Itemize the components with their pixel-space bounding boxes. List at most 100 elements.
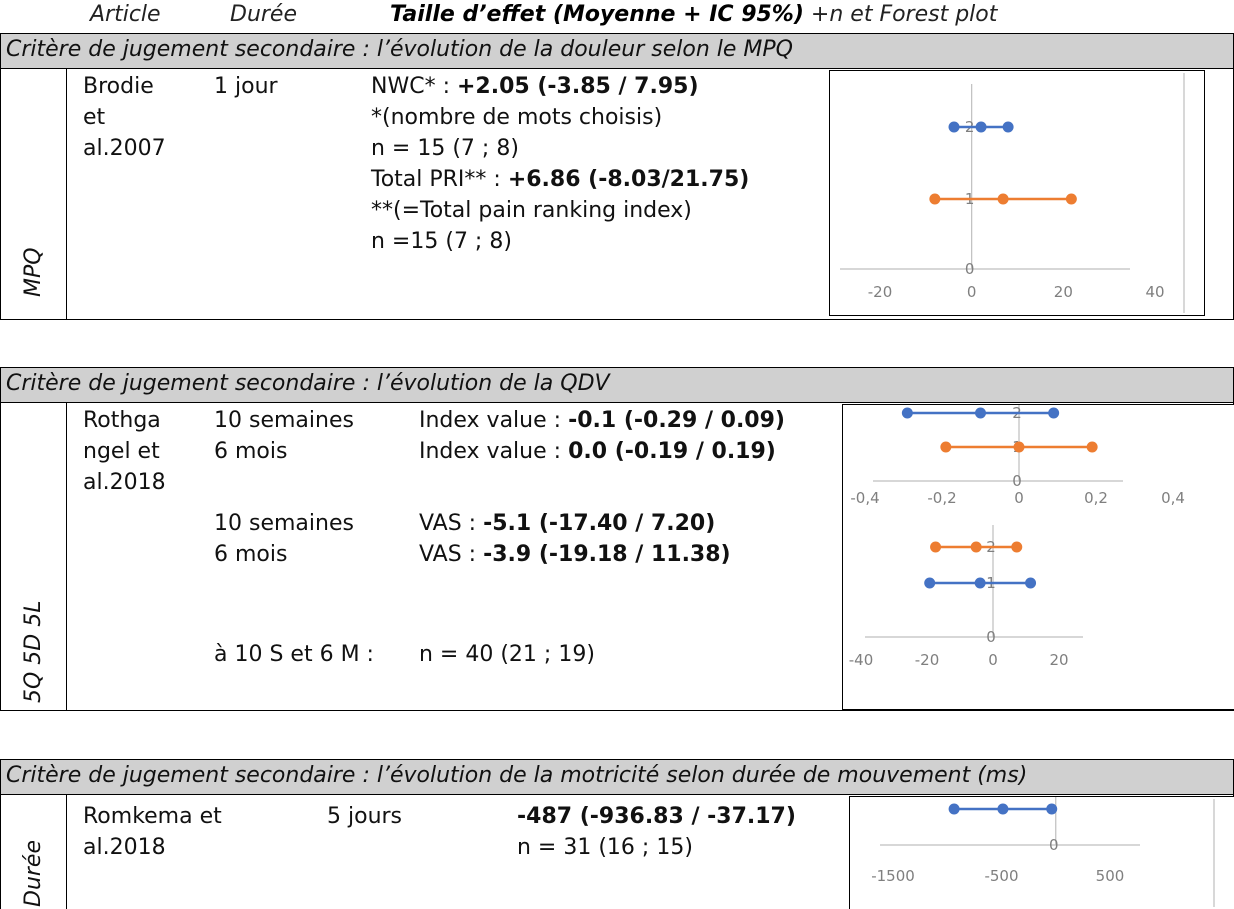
article-line: al.2018 [83, 835, 166, 860]
article-line: al.2018 [83, 470, 166, 495]
effect-prefix: Index value : [419, 408, 569, 433]
ci-bound-point [901, 407, 913, 419]
ci-bound-point [1025, 577, 1037, 589]
x-tick-label: 0 [1014, 489, 1024, 507]
forest-plot-duree: 0 -1500 -500 500 [849, 796, 1234, 909]
x-tick-label: 0 [967, 283, 977, 301]
ci-bound-point [1065, 193, 1077, 205]
side-label-mpq: MPQ [21, 247, 46, 297]
x-tick-label: -20 [868, 283, 893, 301]
forest-plot-svg: 0 -1500 -500 500 [871, 797, 1215, 907]
y-tick-label: 0 [1012, 472, 1022, 490]
x-tick-label: 0,4 [1161, 489, 1185, 507]
effect-prefix: Index value : [419, 439, 569, 464]
header-taille-label: Taille d’effet (Moyenne + IC 95%) [390, 2, 804, 27]
x-tick-label: 40 [1145, 283, 1164, 301]
article-line: Romkema et [83, 804, 222, 829]
column-divider [66, 403, 67, 710]
duree-text: 10 semaines [214, 408, 354, 433]
x-tick-label: 0,2 [1084, 489, 1108, 507]
effect-prefix: Total PRI** : [371, 167, 508, 192]
point-estimate [997, 193, 1009, 205]
effect-line-nwc: NWC* : +2.05 (-3.85 / 7.95) [371, 71, 699, 102]
effect-value: +6.86 (-8.03/21.75) [507, 167, 750, 192]
article-line: Brodie [83, 74, 154, 99]
effect-value: 0.0 (-0.19 / 0.19) [568, 439, 776, 464]
point-estimate [1013, 441, 1025, 453]
x-tick-label: -0,4 [850, 489, 879, 507]
article-line: ngel et [83, 439, 160, 464]
header-extra-label: +n et Forest plot [810, 2, 998, 27]
n-value: n = 40 (21 ; 19) [419, 642, 595, 667]
effect-n: n = 31 (16 ; 15) [517, 835, 693, 860]
header-article: Article [90, 2, 161, 27]
effect-prefix: VAS : [419, 542, 484, 567]
article-line: et [83, 105, 106, 130]
forest-plot-index-value: 012-0,4-0,200,20,4 [843, 404, 1223, 521]
qdv-plots-frame [842, 404, 1234, 710]
effect-value: -487 (-936.83 / -37.17) [517, 804, 796, 829]
ci-bound-point [948, 803, 960, 815]
y-tick-label: 0 [986, 628, 996, 646]
ci-bound-point [929, 193, 941, 205]
effect-value: -5.1 (-17.40 / 7.20) [483, 511, 716, 536]
effect-value: +2.05 (-3.85 / 7.95) [456, 74, 699, 99]
y-tick-label: 0 [1049, 836, 1059, 854]
effect-line-pri: Total PRI** : +6.86 (-8.03/21.75) [371, 164, 749, 195]
effect-n: n = 15 (7 ; 8) [371, 136, 519, 161]
duree-text: 6 mois [214, 439, 288, 464]
point-estimate [975, 121, 987, 133]
forest-plot-svg: 012-0,4-0,200,20,4 [850, 404, 1185, 507]
x-tick-label: 500 [1096, 867, 1125, 885]
effect-value: -3.9 (-19.18 / 11.38) [483, 542, 731, 567]
n-label: à 10 S et 6 M : [214, 642, 374, 667]
duree-text: 5 jours [327, 804, 403, 829]
effect-n: n =15 (7 ; 8) [371, 229, 512, 254]
ci-bound-point [1086, 441, 1098, 453]
x-tick-label: -40 [849, 651, 874, 669]
ci-bound-point [924, 577, 936, 589]
ci-bound-point [1011, 541, 1023, 553]
x-tick-label: 0 [988, 651, 998, 669]
point-estimate [970, 541, 982, 553]
column-divider [66, 795, 67, 909]
section-body-qdv: 5Q 5D 5L Rothga ngel et al.2018 10 semai… [0, 403, 1234, 711]
x-tick-label: -20 [915, 651, 940, 669]
effect-prefix: NWC* : [371, 74, 457, 99]
ci-bound-point [1048, 407, 1060, 419]
effect-line: Index value : 0.0 (-0.19 / 0.19) [419, 436, 776, 467]
ci-bound-point [1046, 803, 1058, 815]
header-duree: Durée [230, 2, 297, 27]
effect-line: VAS : -3.9 (-19.18 / 11.38) [419, 539, 731, 570]
x-tick-label: 20 [1054, 283, 1073, 301]
section-body-mpq: MPQ Brodie et al.2007 1 jour NWC* : +2.0… [0, 69, 1234, 320]
ci-bound-point [940, 441, 952, 453]
point-estimate [974, 577, 986, 589]
effect-value: -0.1 (-0.29 / 0.09) [568, 408, 785, 433]
ci-bound-point [948, 121, 960, 133]
section-title-mpq: Critère de jugement secondaire : l’évolu… [0, 33, 1234, 69]
section-title-qdv: Critère de jugement secondaire : l’évolu… [0, 367, 1234, 403]
ci-bound-point [1002, 121, 1014, 133]
effect-line: Index value : -0.1 (-0.29 / 0.09) [419, 405, 785, 436]
section-title-motricite: Critère de jugement secondaire : l’évolu… [0, 759, 1234, 795]
column-divider [66, 69, 67, 319]
section-body-motricite: Durée Romkema et al.2018 5 jours -487 (-… [0, 795, 1234, 909]
x-tick-label: 20 [1049, 651, 1068, 669]
article-line: al.2007 [83, 136, 166, 161]
side-label-5q5d5l: 5Q 5D 5L [21, 600, 46, 704]
point-estimate [975, 407, 986, 419]
article-line: Rothga [83, 408, 161, 433]
side-label-duree: Durée [21, 840, 46, 907]
effect-prefix: VAS : [419, 511, 484, 536]
duree-text: 6 mois [214, 542, 288, 567]
point-estimate [997, 803, 1009, 815]
effect-note: **(=Total pain ranking index) [371, 198, 692, 223]
ci-bound-point [930, 541, 942, 553]
x-tick-label: -500 [984, 867, 1018, 885]
duree-text: 1 jour [214, 74, 278, 99]
